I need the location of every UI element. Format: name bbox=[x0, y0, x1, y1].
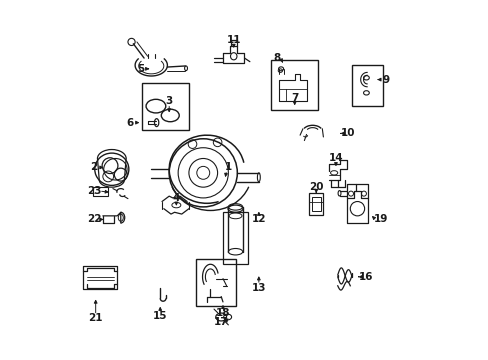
Text: 23: 23 bbox=[86, 186, 101, 196]
Text: 10: 10 bbox=[341, 129, 355, 138]
Text: 11: 11 bbox=[226, 35, 241, 45]
Bar bbox=[223, 212, 247, 264]
Text: 3: 3 bbox=[165, 96, 172, 106]
Text: 17: 17 bbox=[213, 317, 228, 327]
Bar bbox=[351, 65, 382, 107]
Bar bbox=[93, 187, 107, 196]
Bar bbox=[271, 60, 317, 110]
Bar bbox=[308, 193, 323, 215]
Text: 20: 20 bbox=[308, 182, 323, 192]
Text: 12: 12 bbox=[251, 215, 265, 224]
Text: 8: 8 bbox=[273, 53, 280, 63]
Bar bbox=[311, 197, 320, 211]
Text: 4: 4 bbox=[172, 193, 180, 203]
Text: 9: 9 bbox=[382, 75, 389, 85]
Text: 13: 13 bbox=[251, 283, 265, 293]
Text: 2: 2 bbox=[90, 162, 97, 172]
Bar bbox=[142, 83, 188, 130]
Text: 21: 21 bbox=[88, 313, 102, 323]
Bar bbox=[196, 259, 235, 306]
Text: 16: 16 bbox=[359, 272, 373, 282]
Text: 7: 7 bbox=[290, 93, 298, 103]
Text: 22: 22 bbox=[86, 215, 101, 224]
Text: 15: 15 bbox=[153, 311, 167, 321]
Text: 5: 5 bbox=[137, 64, 144, 74]
Text: 18: 18 bbox=[215, 308, 230, 318]
Text: 19: 19 bbox=[373, 215, 387, 224]
Text: 6: 6 bbox=[126, 118, 133, 128]
Text: 14: 14 bbox=[328, 153, 343, 163]
Text: 1: 1 bbox=[224, 162, 231, 172]
